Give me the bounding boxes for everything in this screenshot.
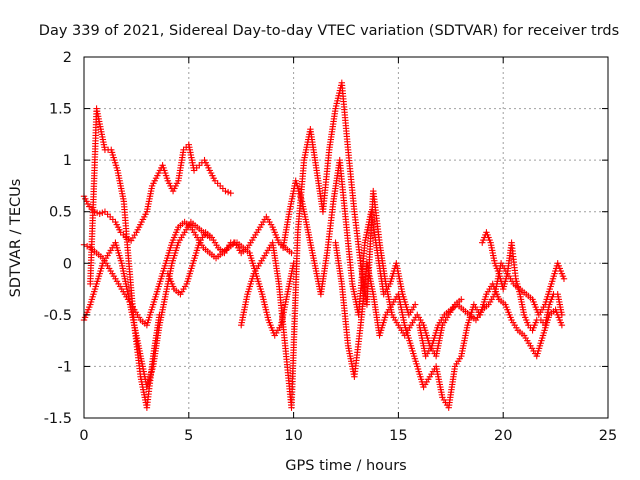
y-tick-labels: -1.5 -1 -0.5 0 0.5 1 1.5 2 — [44, 50, 72, 427]
data-point — [458, 296, 465, 303]
x-tick-labels: 0 5 10 15 20 25 — [79, 428, 617, 444]
grid-lines — [84, 57, 608, 418]
y-tick-label: 1.5 — [49, 102, 72, 118]
data-points — [80, 79, 568, 411]
y-tick-label: -1.5 — [44, 411, 72, 427]
y-tick-label: -0.5 — [44, 308, 72, 324]
plot-frame — [83, 56, 609, 419]
y-tick-label: -1 — [58, 359, 72, 375]
x-tick-label: 25 — [599, 428, 617, 444]
axis-ticks — [83, 56, 609, 419]
chart-title: Day 339 of 2021, Sidereal Day-to-day VTE… — [39, 23, 619, 39]
x-tick-label: 10 — [284, 428, 302, 444]
x-tick-label: 0 — [79, 428, 88, 444]
y-axis-label: SDTVAR / TECUs — [8, 179, 24, 298]
x-tick-label: 5 — [184, 428, 193, 444]
data-point — [288, 249, 295, 257]
data-point — [227, 189, 234, 197]
y-tick-label: 0.5 — [49, 205, 72, 221]
y-tick-label: 2 — [63, 50, 72, 66]
y-tick-label: 0 — [63, 256, 72, 272]
data-point-interp — [83, 243, 91, 250]
y-tick-label: 1 — [63, 153, 72, 169]
x-tick-label: 15 — [389, 428, 407, 444]
x-axis-label: GPS time / hours — [285, 458, 406, 474]
x-tick-label: 20 — [494, 428, 512, 444]
data-point — [156, 311, 163, 319]
